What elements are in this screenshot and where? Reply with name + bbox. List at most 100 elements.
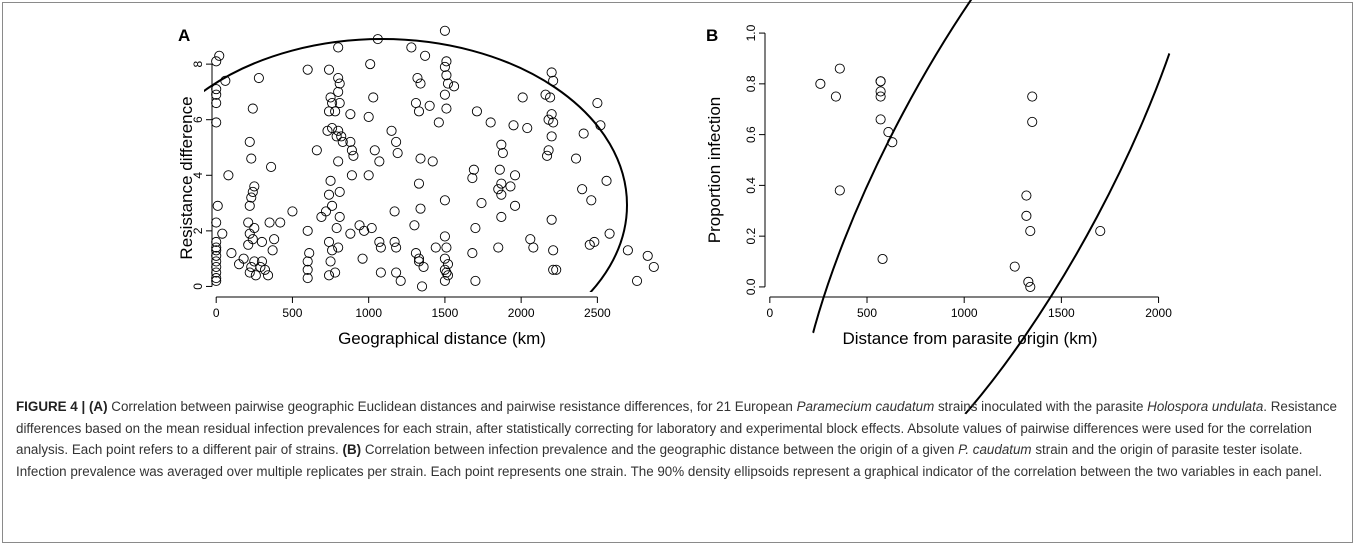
panel-a-data-point: [217, 228, 228, 239]
panel-a-data-point: [543, 145, 554, 156]
panel-a-data-point: [302, 273, 313, 284]
panel-a-data-point: [508, 120, 519, 131]
panel-a-data-point: [485, 117, 496, 128]
panel-b-chart: B Distance from parasite origin (km) Pro…: [705, 0, 1196, 433]
panel-a-data-point: [323, 64, 335, 75]
panel-a-data-point: [320, 206, 332, 217]
panel-a-data-point: [413, 178, 425, 189]
panel-a-label: A: [178, 26, 190, 45]
panel-a-data-point: [389, 236, 400, 248]
panel-a-data-point: [546, 109, 557, 120]
panel-b-data-point: [815, 78, 826, 89]
panel-a-data-point: [333, 242, 344, 253]
panel-a-data-point: [442, 259, 454, 270]
panel-a-data-point: [622, 245, 633, 256]
panel-a-data-point: [359, 225, 370, 236]
panel-a-data-point: [323, 189, 335, 200]
panel-a-data-point: [595, 120, 606, 131]
panel-a-data-point: [415, 153, 426, 164]
panel-a-data-point: [247, 186, 258, 198]
panel-a-data-point: [214, 50, 225, 61]
panel-a-data-point: [441, 267, 452, 278]
panel-a-data-point: [391, 242, 402, 253]
panel-a-data-point: [548, 245, 559, 256]
panel-a-data-point: [366, 223, 377, 234]
panel-a-data-point: [234, 259, 245, 270]
panel-a-data-point: [496, 211, 507, 223]
panel-a-data-point: [323, 270, 335, 281]
panel-a-data-point: [415, 78, 426, 89]
panel-a-data-point: [505, 181, 516, 192]
panel-a-data-point: [211, 275, 222, 286]
panel-a-data-point: [389, 206, 400, 217]
panel-b-data-point: [1023, 276, 1034, 287]
panel-a-data-point: [275, 217, 286, 228]
panel-a-data-point: [439, 25, 450, 36]
panel-a-data-point: [365, 59, 376, 70]
panel-a-data-point: [330, 267, 341, 278]
panel-a-data-point: [449, 81, 460, 92]
panel-a-data-point: [363, 170, 374, 181]
panel-a-data-point: [413, 106, 425, 117]
panel-b-x-axis-title: Distance from parasite origin (km): [842, 329, 1097, 348]
panel-a-data-point: [493, 242, 504, 253]
panel-a-data-point: [249, 181, 260, 192]
panel-a-data-point: [551, 264, 562, 275]
panel-a-data-point: [493, 184, 504, 195]
panel-b-data-point: [1021, 210, 1032, 221]
panel-b-data-point: [1025, 226, 1036, 237]
panel-a-data-point: [316, 211, 327, 223]
caption-species-2: Holospora undulata: [1147, 399, 1264, 414]
panel-b-data-point: [875, 86, 886, 97]
panel-a-data-point: [287, 206, 298, 217]
panel-b-data-point: [834, 63, 845, 74]
panel-a-data-point: [441, 103, 452, 114]
panel-a-data-point: [386, 125, 397, 136]
panel-a-y-axis-title: Resistance difference: [177, 96, 196, 259]
panel-a-data-point: [427, 156, 438, 167]
panel-a-data-point: [517, 92, 528, 103]
panel-a-data-point: [430, 242, 441, 253]
panel-b-data-point: [1021, 190, 1032, 201]
panel-a-data-point: [586, 195, 597, 206]
panel-a-data-point: [334, 211, 345, 223]
panel-a-data-point: [592, 97, 603, 109]
panel-a-data-point: [496, 189, 507, 200]
panel-a-data-point: [325, 256, 336, 267]
panel-a-data-point: [346, 170, 357, 181]
panel-a-data-point: [325, 92, 336, 103]
panel-a-data-point: [244, 200, 255, 211]
panel-a-data-point: [226, 248, 237, 259]
panel-a-data-point: [542, 150, 553, 161]
panel-a-data-point: [348, 150, 359, 161]
panel-b-data-point: [1025, 281, 1036, 292]
panel-a-data-point: [302, 264, 313, 275]
panel-a-data-point: [244, 267, 255, 278]
panel-a-data-point: [333, 72, 344, 84]
panel-a-data-point: [496, 139, 507, 150]
panel-a-data-point: [302, 64, 313, 75]
panel-a-data-point: [247, 234, 258, 245]
panel-a-data-point: [648, 261, 659, 273]
panel-a-data-point: [442, 78, 454, 89]
panel-a-data-point: [439, 89, 450, 100]
panel-a-data-point: [264, 217, 275, 228]
panel-b-y-tick-label: 0.2: [744, 227, 758, 244]
panel-a-data-point: [416, 281, 428, 292]
caption-species-3: P. caudatum: [958, 442, 1032, 457]
panel-a-data-point: [334, 186, 345, 198]
panel-a-data-point: [439, 275, 450, 286]
panel-a-data-point: [211, 245, 222, 256]
panel-b-y-tick-label: 0.4: [744, 177, 758, 194]
panel-a-data-point: [467, 248, 478, 259]
panel-a-data-point: [471, 106, 482, 117]
panel-b-x-tick-label: 2000: [1145, 306, 1172, 320]
panel-a-marks: 0 500 1000 1500 2000 2500 0 2 4 6 8: [191, 25, 659, 320]
panel-a-data-point: [223, 170, 234, 181]
panel-a-data-point: [211, 250, 222, 261]
panel-a-data-point: [433, 117, 444, 128]
panel-a-data-point: [246, 192, 257, 203]
panel-b-y-tick-label: 0.6: [744, 126, 758, 143]
panel-a-data-point: [345, 228, 356, 239]
